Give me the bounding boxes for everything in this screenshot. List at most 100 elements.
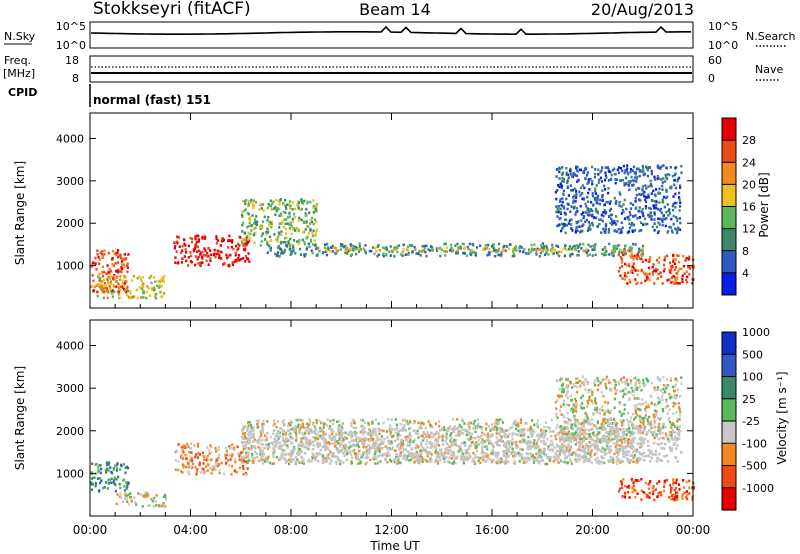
- scatter-cell: [613, 452, 616, 456]
- scatter-cell: [270, 208, 273, 211]
- scatter-cell: [304, 214, 307, 217]
- scatter-cell: [162, 280, 165, 283]
- ground-scatter-cell: [488, 440, 492, 443]
- scatter-cell: [545, 244, 548, 248]
- scatter-cell: [634, 207, 637, 210]
- scatter-cell: [282, 226, 285, 229]
- scatter-cell: [621, 377, 624, 380]
- scatter-cell: [117, 270, 120, 274]
- scatter-cell: [485, 427, 488, 430]
- scatter-cell: [513, 460, 516, 463]
- scatter-cell: [261, 203, 265, 206]
- scatter-cell: [586, 208, 589, 212]
- scatter-cell: [576, 229, 579, 233]
- scatter-cell: [231, 464, 234, 468]
- scatter-cell: [216, 458, 219, 462]
- scatter-cell: [107, 277, 110, 280]
- scatter-cell: [218, 254, 221, 258]
- scatter-cell: [612, 458, 615, 461]
- scatter-cell: [676, 177, 680, 181]
- scatter-cell: [584, 419, 587, 423]
- scatter-cell: [576, 170, 580, 173]
- scatter-cell: [629, 281, 632, 284]
- scatter-cell: [639, 428, 642, 432]
- scatter-cell: [570, 205, 573, 208]
- scatter-cell: [562, 399, 565, 403]
- ground-scatter-cell: [518, 454, 522, 457]
- scatter-cell: [163, 493, 166, 497]
- scatter-cell: [237, 256, 240, 260]
- scatter-cell: [126, 466, 130, 470]
- scatter-cell: [538, 255, 541, 258]
- scatter-cell: [676, 494, 679, 498]
- scatter-cell: [577, 457, 580, 460]
- ground-scatter-cell: [311, 440, 315, 444]
- scatter-cell: [630, 175, 633, 179]
- scatter-cell: [244, 255, 247, 258]
- scatter-cell: [118, 278, 121, 282]
- scatter-cell: [640, 257, 643, 261]
- scatter-cell: [604, 229, 607, 233]
- ground-scatter-cell: [622, 427, 625, 431]
- scatter-cell: [669, 377, 672, 380]
- scatter-cell: [331, 250, 334, 253]
- scatter-cell: [103, 486, 106, 489]
- scatter-cell: [350, 439, 354, 443]
- ground-scatter-cell: [513, 441, 516, 444]
- scatter-cell: [646, 272, 649, 276]
- scatter-cell: [570, 399, 573, 402]
- scatter-cell: [284, 443, 287, 447]
- scatter-cell: [562, 225, 565, 229]
- scatter-cell: [162, 495, 166, 499]
- scatter-cell: [147, 495, 150, 498]
- ground-scatter-cell: [331, 436, 334, 440]
- scatter-cell: [668, 270, 671, 273]
- ground-scatter-cell: [273, 440, 277, 444]
- scatter-cell: [446, 250, 449, 254]
- scatter-cell: [175, 449, 178, 453]
- ground-scatter-cell: [548, 448, 551, 452]
- scatter-cell: [368, 249, 371, 253]
- scatter-cell: [137, 492, 140, 495]
- ground-scatter-cell: [472, 427, 475, 430]
- scatter-cell: [507, 442, 511, 445]
- ground-scatter-cell: [407, 440, 410, 444]
- scatter-cell: [520, 246, 523, 249]
- scatter-cell: [266, 206, 269, 210]
- ground-scatter-cell: [466, 430, 470, 434]
- scatter-cell: [358, 445, 361, 449]
- scatter-cell: [111, 295, 114, 298]
- scatter-cell: [650, 215, 653, 218]
- ground-scatter-cell: [567, 446, 571, 450]
- scatter-cell: [319, 452, 322, 456]
- scatter-cell: [506, 435, 510, 438]
- scatter-cell: [214, 255, 217, 259]
- ground-scatter-cell: [647, 444, 650, 447]
- scatter-cell: [444, 242, 447, 246]
- scatter-cell: [567, 422, 570, 425]
- ground-scatter-cell: [261, 443, 265, 446]
- scatter-cell: [486, 454, 490, 457]
- ground-scatter-cell: [388, 442, 392, 446]
- scatter-cell: [612, 442, 615, 445]
- scatter-cell: [377, 446, 380, 449]
- scatter-cell: [227, 459, 230, 462]
- scatter-cell: [495, 461, 498, 464]
- scatter-cell: [187, 445, 190, 448]
- scatter-cell: [615, 199, 618, 203]
- scatter-cell: [591, 194, 594, 198]
- scatter-cell: [288, 458, 291, 462]
- ground-scatter-cell: [677, 430, 681, 433]
- scatter-cell: [571, 432, 574, 435]
- scatter-cell: [135, 288, 138, 292]
- scatter-cell: [204, 249, 207, 252]
- scatter-cell: [254, 232, 257, 235]
- scatter-cell: [377, 253, 380, 257]
- scatter-cell: [628, 222, 631, 226]
- scatter-cell: [662, 217, 665, 221]
- scatter-cell: [242, 459, 245, 462]
- scatter-cell: [655, 413, 658, 416]
- scatter-cell: [197, 255, 200, 259]
- scatter-cell: [202, 468, 205, 471]
- scatter-cell: [355, 452, 358, 456]
